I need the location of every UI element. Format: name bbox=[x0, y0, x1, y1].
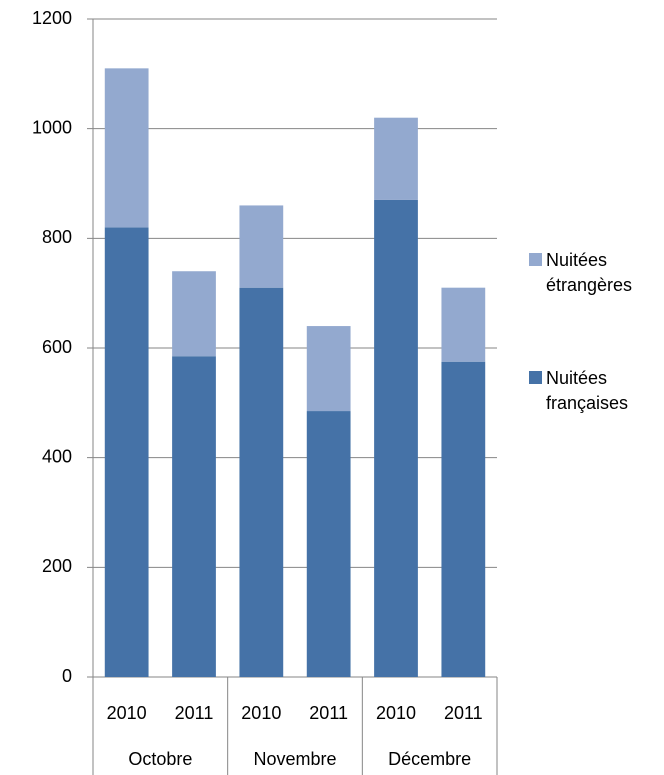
bar-segment bbox=[239, 205, 284, 288]
x-tick-label: 2010 bbox=[107, 703, 147, 723]
bar-segment bbox=[239, 287, 284, 677]
x-tick-label: 2011 bbox=[175, 703, 214, 723]
legend-swatch bbox=[529, 371, 542, 384]
legend-label: Nuitées étrangères bbox=[546, 250, 633, 295]
bar-segment bbox=[441, 361, 486, 677]
y-tick-label: 1200 bbox=[32, 8, 72, 28]
bar-segment bbox=[172, 271, 216, 357]
bar-segment bbox=[374, 199, 418, 677]
x-tick-label: 2011 bbox=[309, 703, 348, 723]
group-label: Octobre bbox=[128, 749, 192, 769]
y-tick-label: 1000 bbox=[32, 117, 72, 137]
bar-segment bbox=[306, 411, 351, 677]
bar-segment bbox=[104, 227, 149, 677]
legend-swatch bbox=[529, 253, 542, 266]
y-tick-label: 400 bbox=[42, 446, 72, 466]
x-tick-label: 2010 bbox=[241, 703, 281, 723]
bar-segment bbox=[104, 68, 149, 228]
group-label: Décembre bbox=[388, 749, 471, 769]
legend-label: Nuitées françaises bbox=[546, 368, 629, 413]
bar-segment bbox=[172, 356, 216, 677]
bar-segment bbox=[306, 326, 351, 412]
y-tick-label: 600 bbox=[42, 337, 72, 357]
x-tick-label: 2011 bbox=[444, 703, 483, 723]
bar-segment bbox=[441, 287, 486, 362]
y-tick-label: 200 bbox=[42, 556, 72, 576]
x-tick-label: 2010 bbox=[376, 703, 416, 723]
y-tick-label: 0 bbox=[62, 666, 72, 686]
y-tick-label: 800 bbox=[42, 227, 72, 247]
bar-segment bbox=[374, 117, 418, 200]
group-label: Novembre bbox=[253, 749, 336, 769]
